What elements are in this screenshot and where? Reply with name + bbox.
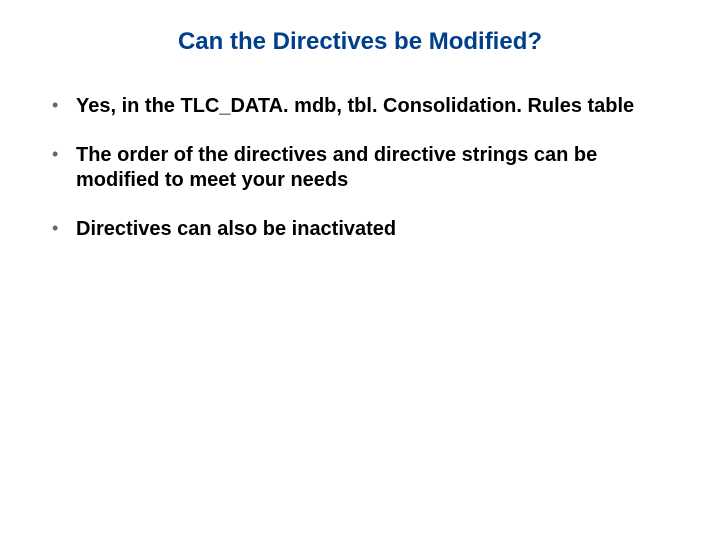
slide-title: Can the Directives be Modified? [0,0,720,94]
list-item: The order of the directives and directiv… [52,143,660,193]
list-item: Yes, in the TLC_DATA. mdb, tbl. Consolid… [52,94,660,119]
bullet-list: Yes, in the TLC_DATA. mdb, tbl. Consolid… [0,94,720,242]
list-item: Directives can also be inactivated [52,217,660,242]
